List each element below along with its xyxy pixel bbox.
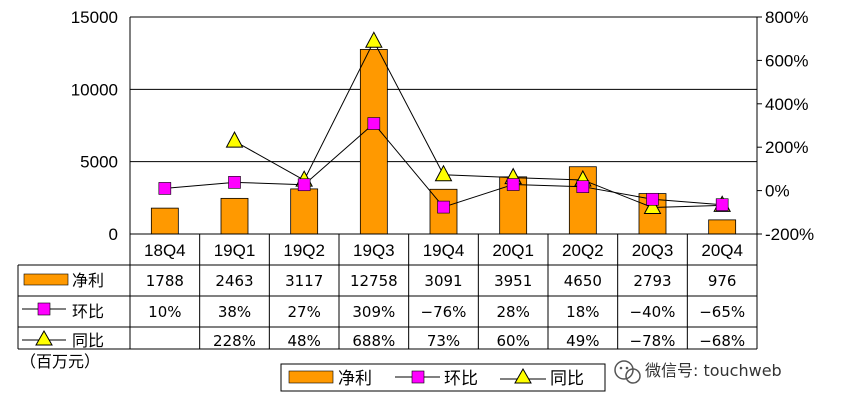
- category-label: 20Q2: [562, 241, 604, 260]
- left-tick-label: 5000: [80, 153, 118, 172]
- watermark-text: 微信号: touchweb: [645, 361, 782, 380]
- right-tick-label: 400%: [765, 95, 808, 114]
- table-cell: −76%: [421, 303, 467, 321]
- table-cell: 2463: [215, 272, 253, 290]
- table-cell: 309%: [352, 303, 395, 321]
- bar-series: [150, 49, 737, 235]
- table-cell: 4650: [564, 272, 602, 290]
- left-tick-label: 0: [109, 225, 118, 244]
- legend-square-marker: [37, 302, 51, 316]
- table-cell: 3951: [494, 272, 532, 290]
- wechat-icon: [614, 360, 641, 384]
- point-同比-19Q3: [365, 31, 383, 48]
- table-cell: −68%: [699, 332, 745, 350]
- legend-box: [280, 363, 606, 392]
- right-axis-ticks: -200% 0% 200% 400% 600% 800%: [757, 8, 814, 244]
- bar-19Q2: [290, 188, 319, 235]
- legend-bar-swatch: [288, 370, 334, 384]
- point-环比-20Q1: [506, 178, 520, 191]
- left-tick-label: 15000: [71, 8, 118, 27]
- table-cell: 228%: [213, 332, 256, 350]
- gridlines: [130, 16, 757, 163]
- table-cell: 12758: [350, 272, 398, 290]
- legend-bar-swatch: [23, 273, 69, 286]
- watermark: 微信号: touchweb: [614, 360, 782, 384]
- table-cell: −40%: [630, 303, 676, 321]
- point-同比-19Q4: [434, 164, 453, 182]
- point-环比-19Q4: [437, 200, 450, 214]
- category-label: 18Q4: [144, 241, 186, 260]
- bar-20Q4: [708, 219, 737, 235]
- data-table: 18Q4 19Q1 19Q2 19Q3 19Q4 20Q1 20Q2 20Q3 20Q4 净利 17…: [17, 233, 758, 350]
- category-label: 19Q1: [214, 241, 256, 260]
- table-cell: −78%: [630, 332, 676, 350]
- point-环比-19Q2: [297, 178, 311, 192]
- point-环比-20Q3: [646, 192, 659, 206]
- line-series: [158, 31, 732, 215]
- table-cell: 73%: [427, 332, 460, 350]
- table-cell: 3091: [424, 272, 462, 290]
- bar-19Q1: [220, 197, 249, 235]
- legend-triangle-marker: [35, 329, 53, 346]
- table-cell: 49%: [566, 332, 599, 350]
- point-环比-18Q4: [158, 182, 172, 195]
- table-cell: 10%: [148, 303, 181, 321]
- category-label: 19Q3: [353, 241, 395, 260]
- row-label: 环比: [72, 302, 104, 321]
- legend-label-bar: 净利: [338, 369, 372, 389]
- table-cell: 976: [708, 272, 737, 290]
- right-tick-label: 600%: [765, 51, 808, 70]
- category-label: 20Q1: [492, 241, 534, 260]
- point-同比-20Q3: [643, 197, 662, 215]
- point-环比-19Q1: [228, 176, 241, 189]
- right-tick-label: 200%: [765, 138, 808, 157]
- table-cell: 1788: [146, 272, 184, 290]
- row-label: 同比: [72, 331, 104, 350]
- table-cell: −65%: [699, 303, 745, 321]
- legend-triangle-marker: [514, 367, 532, 384]
- table-cell: 3117: [285, 272, 323, 290]
- unit-label: （百万元）: [20, 352, 100, 371]
- point-环比-20Q4: [715, 198, 729, 212]
- table-cell: 27%: [287, 303, 320, 321]
- right-tick-label: -200%: [765, 225, 814, 244]
- legend-label-qoq: 环比: [444, 369, 478, 389]
- category-label: 19Q4: [423, 241, 465, 260]
- left-tick-label: 10000: [71, 80, 118, 99]
- table-cell: 38%: [218, 303, 251, 321]
- category-label: 20Q3: [632, 241, 674, 260]
- table-cell: 18%: [566, 303, 599, 321]
- axes: [129, 16, 758, 234]
- table-cell: 28%: [496, 303, 529, 321]
- row-label: 净利: [72, 271, 104, 290]
- category-label: 20Q4: [701, 241, 743, 260]
- right-tick-label: 0%: [765, 182, 790, 201]
- legend: 净利 环比 同比: [280, 363, 606, 392]
- bar-18Q4: [150, 207, 179, 235]
- table-cell: 688%: [352, 332, 395, 350]
- legend-label-yoy: 同比: [550, 369, 584, 389]
- table-cell: 2793: [633, 272, 671, 290]
- point-环比-19Q3: [367, 117, 381, 130]
- 同比-line: [234, 40, 723, 209]
- legend-square-marker: [411, 370, 425, 384]
- left-axis-ticks: 0 5000 10000 15000: [71, 8, 118, 244]
- point-同比-19Q1: [225, 131, 244, 148]
- right-tick-label: 800%: [765, 8, 808, 27]
- table-cell: 60%: [496, 332, 529, 350]
- category-label: 19Q2: [283, 241, 325, 260]
- table-cell: 48%: [287, 332, 320, 350]
- point-环比-20Q2: [576, 180, 590, 193]
- bar-19Q3: [359, 49, 388, 235]
